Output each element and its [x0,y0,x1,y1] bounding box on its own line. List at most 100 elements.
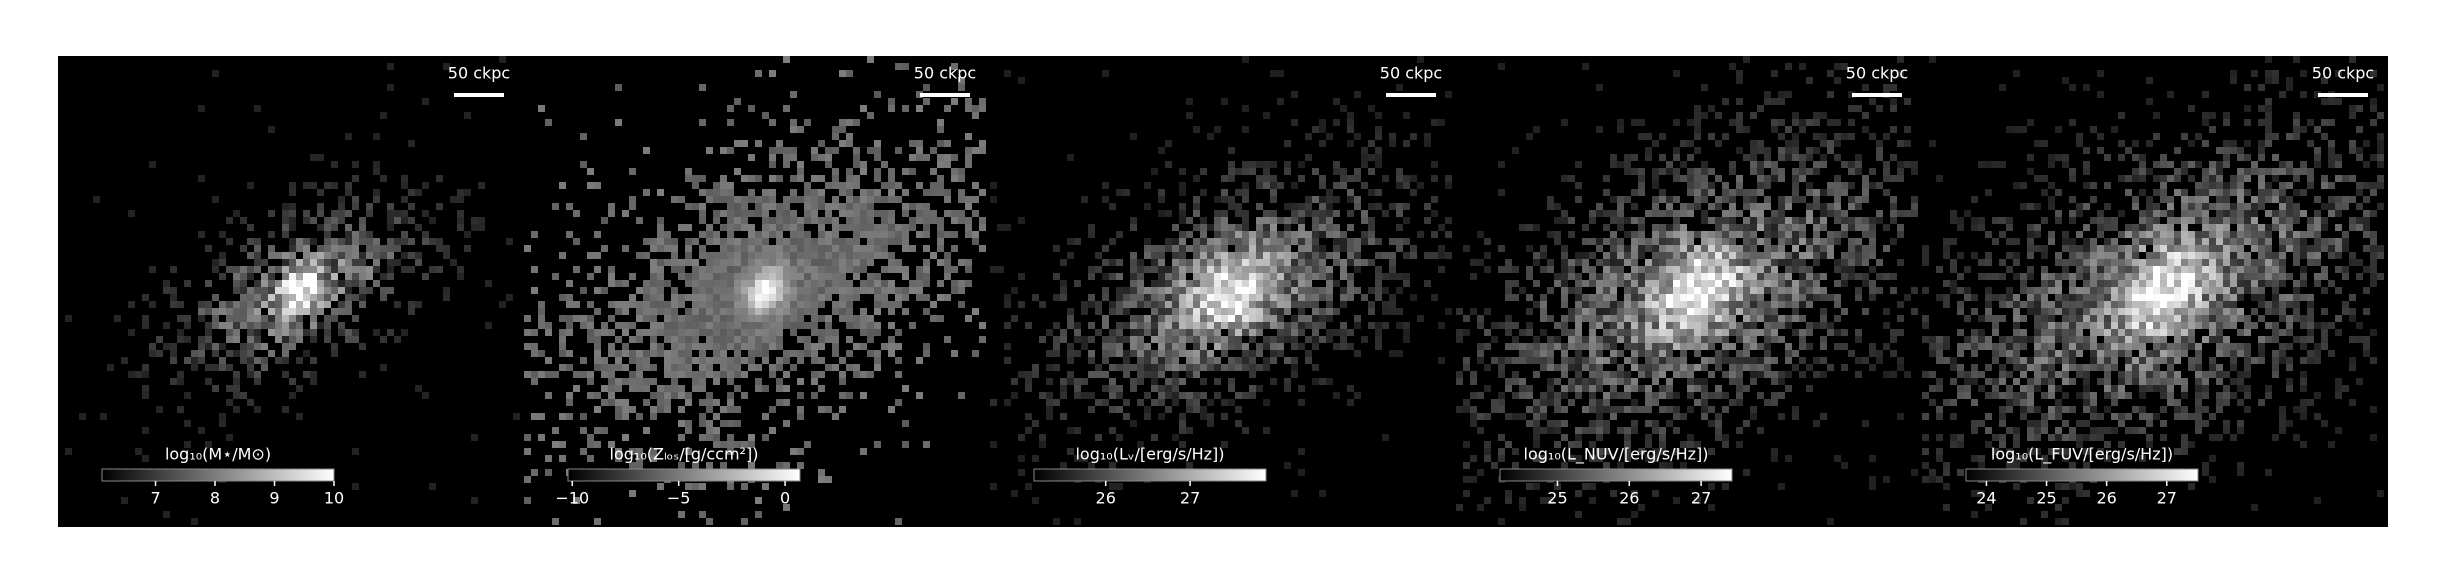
pixel [1354,203,1361,210]
pixel [776,364,783,371]
pixel [1172,350,1179,357]
pixel [1067,315,1074,322]
pixel [2048,196,2055,203]
pixel [289,378,296,385]
pixel [1729,266,1736,273]
pixel [1561,329,1568,336]
pixel [1589,315,1596,322]
pixel [538,315,545,322]
pixel [1736,119,1743,126]
pixel [888,266,895,273]
pixel [1109,343,1116,350]
pixel [135,371,142,378]
pixel [1708,133,1715,140]
pixel [783,371,790,378]
pixel [1109,308,1116,315]
pixel [608,399,615,406]
pixel [825,252,832,259]
pixel [867,273,874,280]
pixel [636,308,643,315]
pixel [678,259,685,266]
pixel [1221,224,1228,231]
pixel [1729,63,1736,70]
pixel [2258,147,2265,154]
pixel [1736,329,1743,336]
pixel [1088,266,1095,273]
pixel [776,329,783,336]
pixel [1519,329,1526,336]
pixel [846,168,853,175]
pixel [1701,413,1708,420]
pixel [226,322,233,329]
pixel [706,336,713,343]
pixel [755,196,762,203]
pixel [1053,343,1060,350]
pixel [734,217,741,224]
pixel [1708,217,1715,224]
pixel [1834,189,1841,196]
pixel [1757,161,1764,168]
pixel [2370,98,2377,105]
pixel [601,385,608,392]
pixel [247,364,254,371]
pixel [1540,301,1547,308]
pixel [755,231,762,238]
pixel [1680,273,1687,280]
pixel [1652,238,1659,245]
pixel [296,315,303,322]
pixel [1333,98,1340,105]
pixel [1666,287,1673,294]
pixel [888,259,895,266]
pixel [1596,357,1603,364]
pixel [1193,294,1200,301]
pixel [2300,126,2307,133]
pixel [811,217,818,224]
pixel [2160,175,2167,182]
pixel [622,350,629,357]
pixel [1193,126,1200,133]
pixel [1820,308,1827,315]
pixel [762,238,769,245]
pixel [678,350,685,357]
pixel [1242,343,1249,350]
pixel [2244,119,2251,126]
pixel [1645,329,1652,336]
pixel [1883,308,1890,315]
pixel [1561,385,1568,392]
pixel [727,315,734,322]
pixel [1347,245,1354,252]
pixel [685,280,692,287]
pixel [1179,217,1186,224]
pixel [1277,217,1284,224]
pixel [1729,378,1736,385]
pixel [713,315,720,322]
pixel [1757,210,1764,217]
pixel [783,287,790,294]
pixel [804,273,811,280]
pixel [1736,399,1743,406]
pixel [783,399,790,406]
pixel [2314,126,2321,133]
pixel [1834,175,1841,182]
pixel [1778,273,1785,280]
pixel [1638,308,1645,315]
pixel [1694,105,1701,112]
pixel [373,133,380,140]
pixel [1799,63,1806,70]
pixel [1652,231,1659,238]
pixel [1284,329,1291,336]
pixel [1214,259,1221,266]
pixel [1263,273,1270,280]
pixel [1263,308,1270,315]
pixel [163,280,170,287]
pixel [1708,308,1715,315]
pixel [1589,266,1596,273]
pixel [1074,280,1081,287]
pixel [2356,126,2363,133]
pixel [1736,336,1743,343]
pixel [1144,406,1151,413]
pixel [741,357,748,364]
pixel [902,238,909,245]
pixel [471,224,478,231]
pixel [1736,231,1743,238]
